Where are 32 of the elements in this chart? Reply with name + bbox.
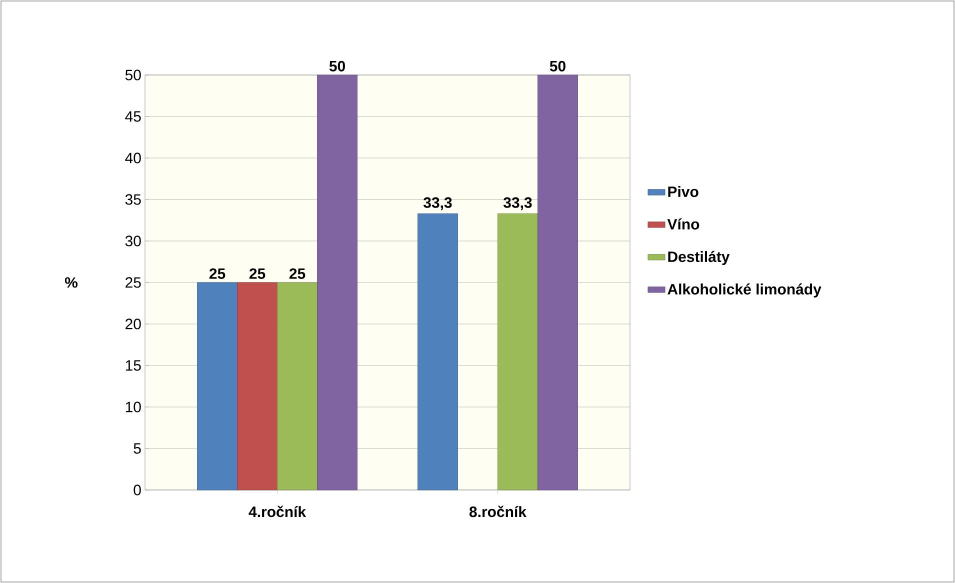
legend-label: Destiláty (668, 250, 730, 266)
x-tick-label: 4.ročník (248, 506, 306, 518)
data-label: 50 (550, 60, 566, 72)
data-label: 50 (329, 60, 345, 72)
bar (277, 282, 318, 490)
y-tick-label: 35 (125, 194, 141, 205)
data-label: 25 (289, 268, 306, 279)
y-tick-label: 5 (134, 443, 141, 454)
bar (538, 74, 578, 490)
x-tick-label: 8.ročník (469, 506, 527, 518)
y-tick-label: 40 (125, 152, 141, 164)
legend-label: Alkoholické limonády (668, 283, 822, 298)
legend-label: Pivo (668, 186, 698, 198)
bar (317, 74, 358, 490)
y-tick-label: 50 (125, 70, 141, 80)
bar (418, 213, 458, 490)
bar (498, 213, 538, 490)
data-label: 33,3 (423, 197, 452, 210)
y-tick-label: 30 (125, 236, 141, 246)
data-label: 33,3 (503, 197, 532, 210)
y-tick-label: 0 (134, 484, 141, 496)
y-tick-label: 25 (126, 277, 141, 288)
bar (197, 282, 238, 490)
bar (237, 282, 278, 490)
data-label: 25 (209, 268, 226, 279)
y-tick-label: 15 (126, 360, 141, 371)
y-tick-label: 20 (126, 318, 141, 330)
y-axis-title: % (64, 277, 78, 288)
y-tick-label: 10 (126, 402, 141, 412)
y-tick-label: 45 (125, 111, 141, 122)
data-label: 25 (249, 268, 266, 279)
legend-label: Víno (667, 218, 700, 230)
